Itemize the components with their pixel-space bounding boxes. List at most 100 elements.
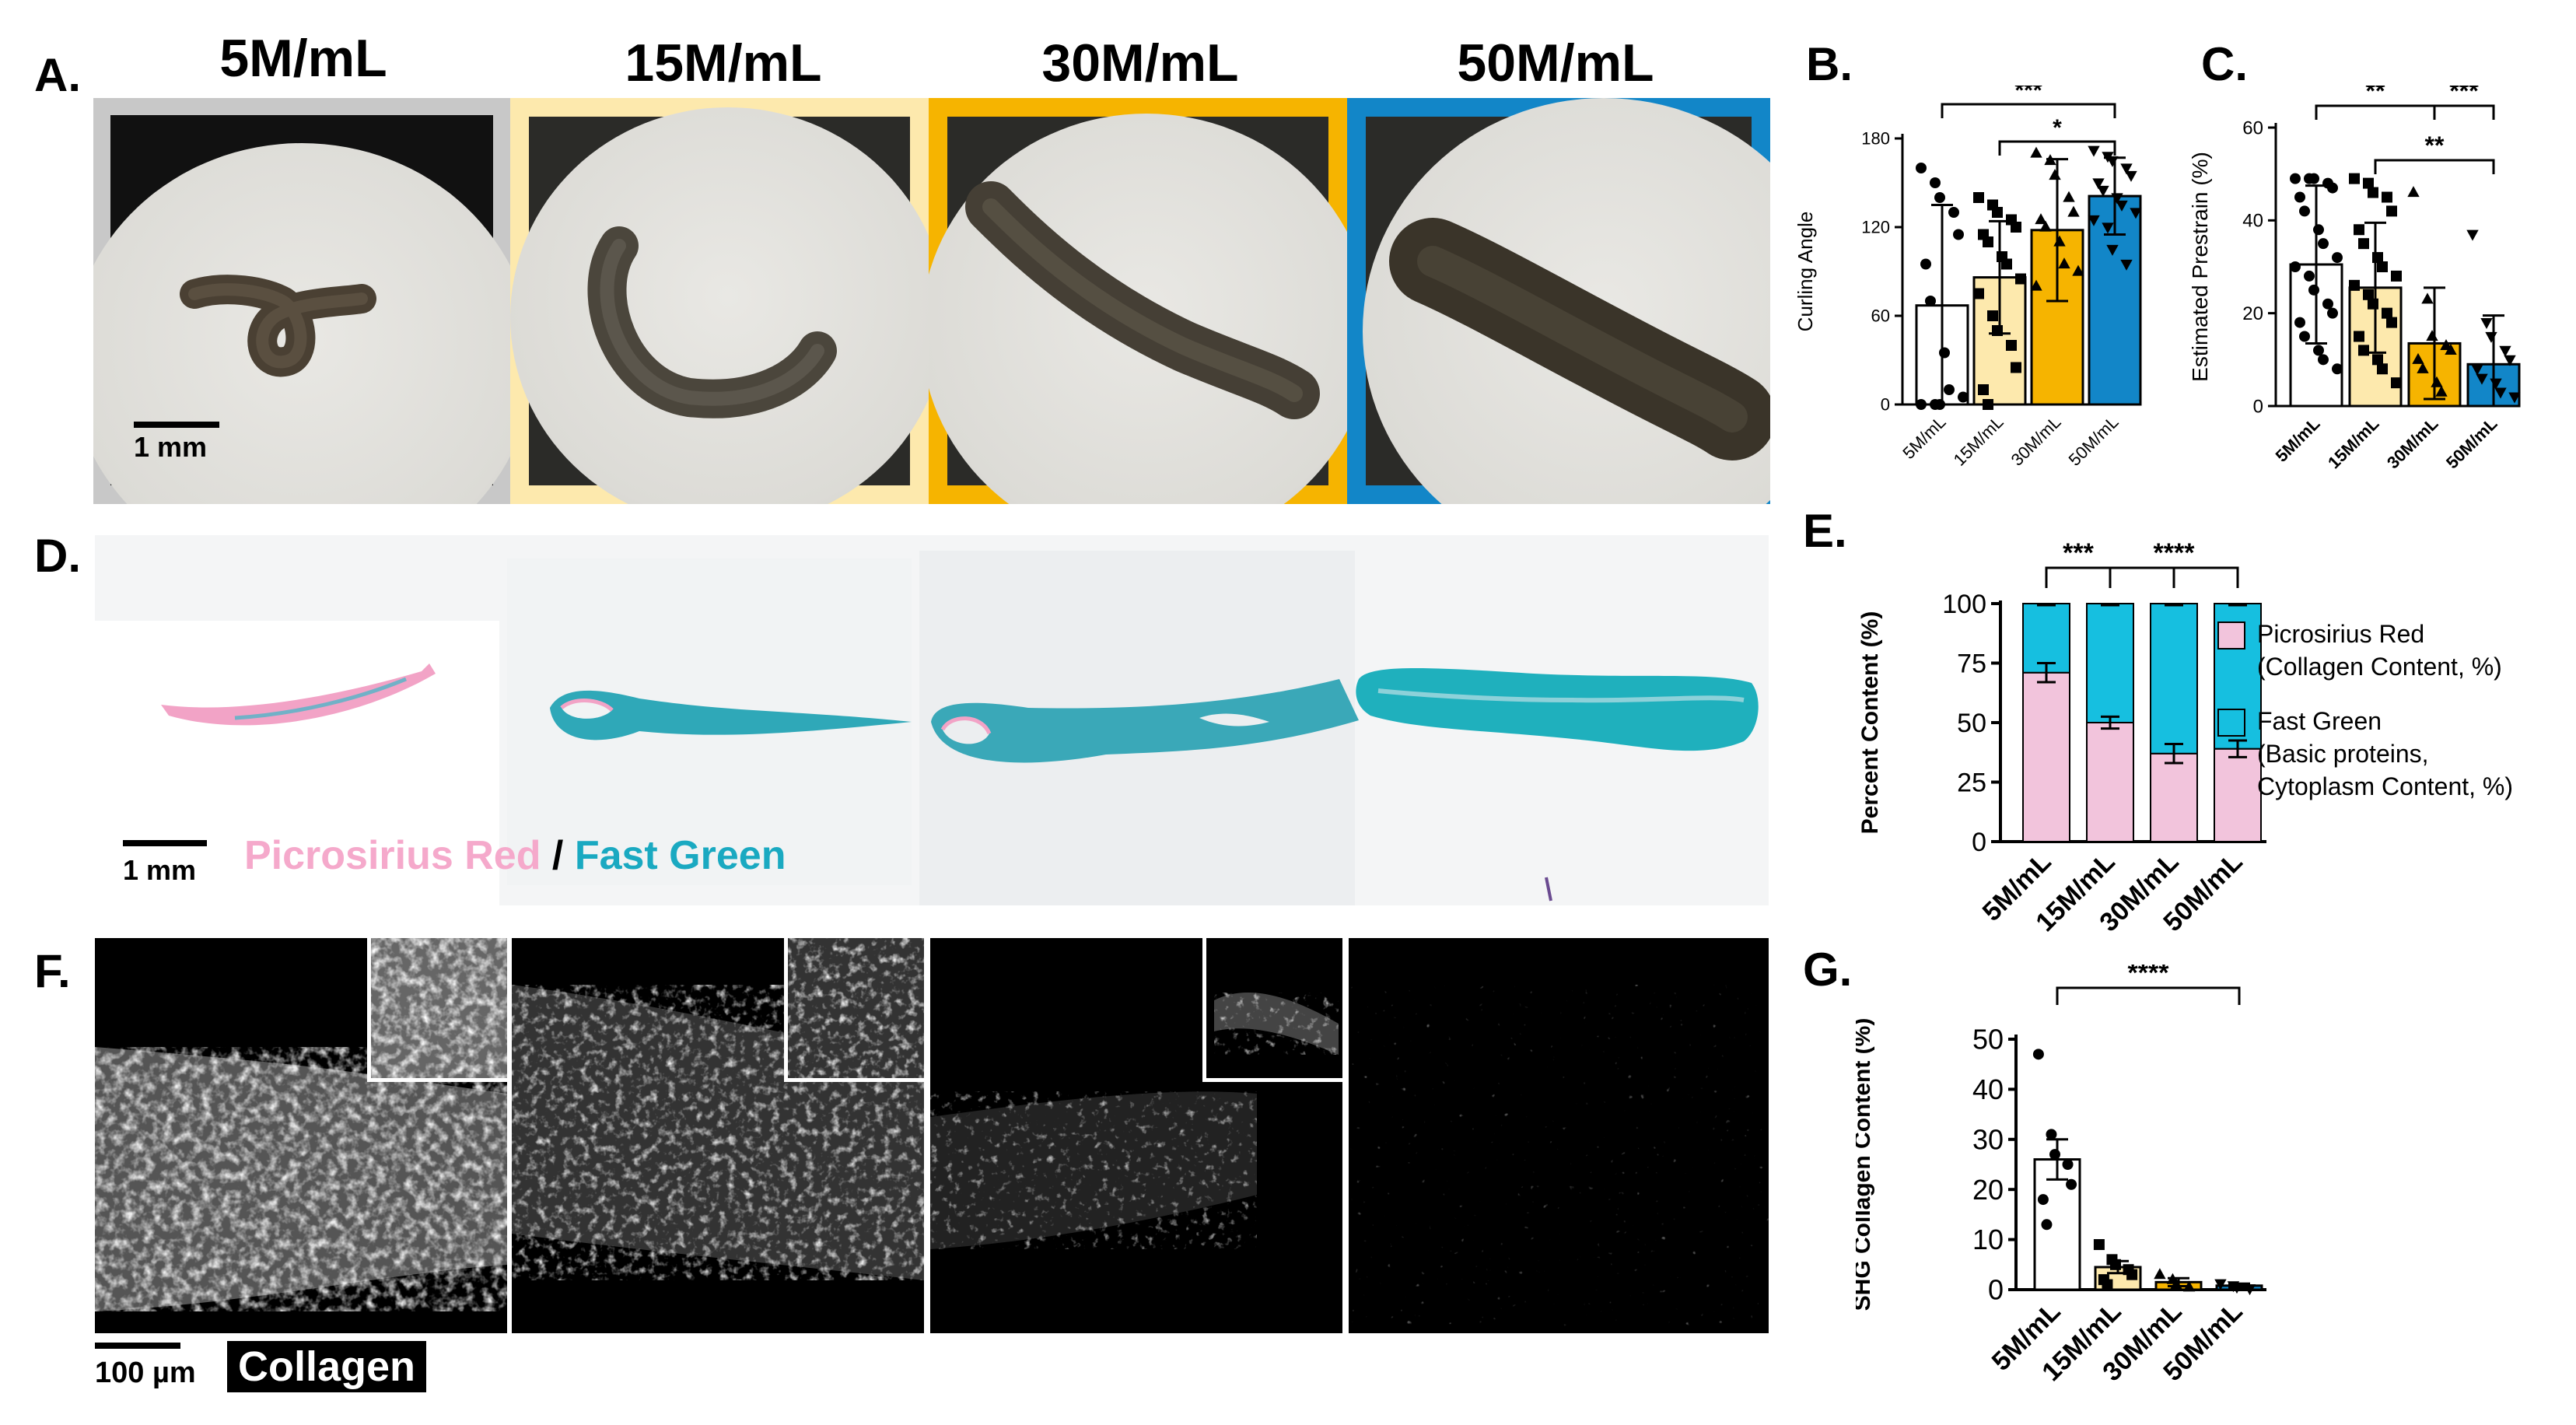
data-point xyxy=(1983,399,1993,410)
x-tick-label: 15M/mL xyxy=(1950,412,2007,470)
data-point xyxy=(2354,331,2364,342)
data-point xyxy=(2485,331,2497,343)
shg-image-15 xyxy=(512,938,924,1333)
significance-label: *** xyxy=(2063,538,2094,568)
data-point xyxy=(2088,145,2100,157)
data-point xyxy=(1925,296,1936,306)
stain-legend-red: Picrosirius Red xyxy=(244,833,541,878)
data-point xyxy=(2480,318,2493,329)
bar-picrosirius-3 xyxy=(2214,748,2262,842)
y-tick-label: 0 xyxy=(1881,395,1890,415)
shg-inset-30 xyxy=(1202,938,1342,1082)
data-point xyxy=(2368,298,2378,310)
chart-b: Curling Angle 0 60 120 180 5M/mL 15M/mL 30M/mL 5… xyxy=(1794,86,2142,470)
data-point xyxy=(2494,387,2507,399)
data-point xyxy=(2214,1279,2227,1290)
shg-image-5 xyxy=(95,938,507,1333)
data-point xyxy=(2120,259,2133,271)
legend-label-fastgreen: Cytoplasm Content, %) xyxy=(2257,772,2513,800)
data-point xyxy=(2126,1269,2138,1280)
y-tick-label: 60 xyxy=(2242,117,2263,138)
scale-label-a: 1 mm xyxy=(134,431,208,463)
data-point xyxy=(1953,229,1964,240)
data-point xyxy=(2363,177,2374,189)
data-point xyxy=(1930,177,1941,188)
data-point xyxy=(2093,1239,2105,1251)
data-point xyxy=(2130,208,2142,219)
shg-texture-30 xyxy=(930,1091,1257,1249)
data-point xyxy=(2106,156,2119,167)
scale-label-d: 1 mm xyxy=(123,854,197,886)
data-point xyxy=(2407,186,2420,198)
data-point xyxy=(1987,310,1998,321)
data-point xyxy=(2318,354,2329,366)
bar-fastgreen-1 xyxy=(2086,603,2134,723)
shg-image-30 xyxy=(930,938,1342,1333)
data-point xyxy=(2476,373,2488,385)
y-tick-label: 0 xyxy=(1972,828,1986,857)
photo-title-5: 5M/mL xyxy=(219,29,387,88)
photo-title-15: 15M/mL xyxy=(625,33,822,93)
data-point xyxy=(1944,384,1955,395)
shg-inset-texture-15 xyxy=(788,938,924,1078)
panel-label-e: E. xyxy=(1803,505,1847,557)
photo-title-50: 50M/mL xyxy=(1457,33,1654,93)
data-point xyxy=(2386,317,2397,328)
data-point xyxy=(2290,173,2301,184)
panel-label-d: D. xyxy=(34,530,81,582)
photo-30-frame xyxy=(929,98,1347,504)
data-point xyxy=(2372,252,2383,264)
data-point xyxy=(2231,1283,2243,1294)
histology-strip: 1 mm Picrosirius Red / Fast Green xyxy=(95,535,1769,905)
significance-label: **** xyxy=(2128,965,2170,988)
data-point xyxy=(2391,270,2402,282)
photo-5-specimen xyxy=(180,275,376,377)
data-point xyxy=(2097,185,2109,197)
chart-g: SHG Collagen Content (%)010203040505M/mL… xyxy=(1856,965,2266,1387)
photo-30-specimen xyxy=(965,181,1320,419)
data-point xyxy=(2092,178,2105,190)
data-point xyxy=(2349,173,2360,184)
photo-50-specimen xyxy=(1389,218,1770,460)
y-axis-label: SHG Collagen Content (%) xyxy=(1856,1018,1875,1311)
data-point xyxy=(2417,362,2429,373)
data-point xyxy=(2063,191,2075,202)
data-point xyxy=(2308,284,2319,296)
data-point xyxy=(2049,169,2061,180)
photo-5-frame: 1 mm xyxy=(93,98,510,504)
data-point xyxy=(1916,163,1927,173)
data-point xyxy=(2318,238,2329,250)
data-point xyxy=(2072,264,2084,276)
data-point xyxy=(2154,1268,2166,1280)
data-point xyxy=(2327,307,2338,319)
panel-label-f: F. xyxy=(34,945,71,997)
data-point xyxy=(2299,331,2310,342)
legend-label-picrosirius: (Collagen Content, %) xyxy=(2257,653,2502,681)
data-point xyxy=(1916,399,1927,410)
data-point xyxy=(2035,213,2047,225)
data-point xyxy=(2294,191,2305,203)
bar-picrosirius-0 xyxy=(2022,671,2070,842)
y-tick-label: 10 xyxy=(1972,1224,2004,1255)
panel-label-b: B. xyxy=(1806,38,1853,90)
significance-label: **** xyxy=(2154,538,2196,568)
data-point xyxy=(2102,222,2114,234)
data-point xyxy=(2039,220,2052,232)
data-point xyxy=(2037,1194,2049,1206)
data-point xyxy=(2368,187,2378,198)
shg-inset-5 xyxy=(367,938,507,1082)
data-point xyxy=(1992,325,2003,336)
data-point xyxy=(1973,288,1984,299)
bar-fastgreen-2 xyxy=(2150,603,2198,755)
data-point xyxy=(2032,1049,2044,1060)
data-point xyxy=(1948,207,1959,218)
data-point xyxy=(2067,205,2080,217)
data-point xyxy=(2358,345,2369,356)
data-point xyxy=(1934,399,1945,410)
data-point xyxy=(2006,340,2017,351)
scale-bar-f xyxy=(95,1343,180,1349)
data-point xyxy=(2011,362,2021,373)
data-point xyxy=(2030,279,2042,291)
data-point xyxy=(2377,363,2388,375)
data-point xyxy=(2391,377,2402,389)
